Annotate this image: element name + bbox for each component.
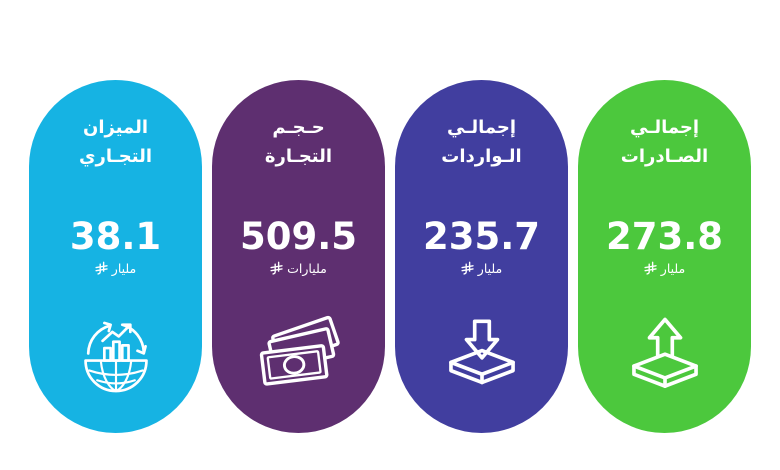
card-title-line1: الميزان [82, 117, 149, 138]
kpi-value: 509.5 [239, 214, 358, 258]
kpi-value: 235.7 [422, 214, 541, 258]
globe-growth-icon [73, 314, 159, 400]
card-title: إجمالـي الصـادرات [621, 114, 708, 172]
card-title-line2: الصـادرات [620, 145, 709, 167]
kpi-unit: مليار [644, 261, 685, 276]
card-trade-volume: حـجـم التجـارة 509.5 مليارات [212, 80, 385, 433]
card-total-exports: إجمالـي الصـادرات 273.8 مليار [578, 80, 751, 433]
card-title-line2: التجـارة [264, 145, 333, 167]
kpi-cards: إجمالـي الصـادرات 273.8 مليار [0, 80, 780, 433]
kpi-unit: مليار [461, 261, 502, 276]
kpi-value: 273.8 [605, 214, 724, 258]
kpi-unit: مليار [95, 261, 136, 276]
import-box-icon [440, 314, 524, 398]
card-title-line1: حـجـم [272, 117, 325, 138]
kpi-unit: مليارات [270, 261, 327, 276]
card-title: الميزان التجـاري [79, 114, 152, 172]
card-title-line2: التجـاري [78, 145, 153, 167]
card-title-line1: إجمالـي [446, 117, 517, 138]
saudi-riyal-icon [95, 261, 108, 275]
banknotes-icon [252, 314, 346, 390]
unit-label: مليار [660, 260, 686, 276]
saudi-riyal-icon [644, 261, 657, 275]
kpi-value: 38.1 [69, 214, 162, 258]
card-title-line1: إجمالـي [629, 117, 700, 138]
card-total-imports: إجمالـي الـواردات 235.7 مليار [395, 80, 568, 433]
card-title: إجمالـي الـواردات [441, 114, 521, 172]
export-box-icon [623, 314, 707, 398]
card-title-line2: الـواردات [441, 145, 522, 167]
saudi-riyal-icon [270, 261, 283, 275]
unit-label: مليار [477, 260, 503, 276]
card-trade-balance: الميزان التجـاري 38.1 مليار [29, 80, 202, 433]
card-title: حـجـم التجـارة [265, 114, 332, 172]
unit-label: مليارات [287, 260, 327, 276]
saudi-riyal-icon [461, 261, 474, 275]
unit-label: مليار [111, 260, 137, 276]
